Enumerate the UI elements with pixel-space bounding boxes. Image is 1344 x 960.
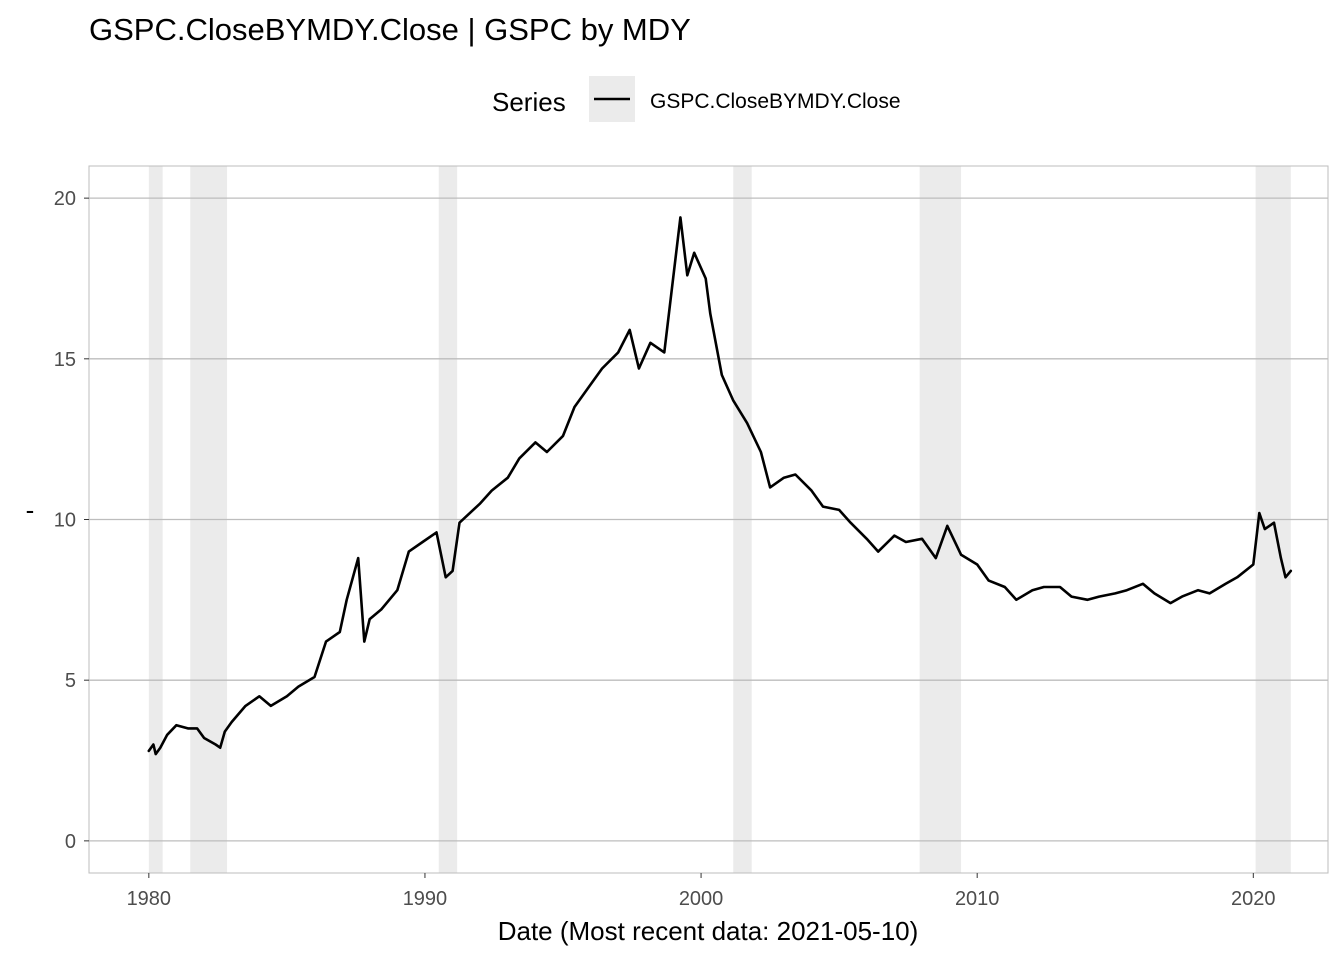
y-tick-label-15: 15 [54,349,76,371]
x-tick-label-2020: 2020 [1231,888,1276,910]
x-tick-label-2000: 2000 [679,888,724,910]
series-layer [147,216,1293,756]
x-axis-title: Date (Most recent data: 2021-05-10) [498,916,919,946]
x-tick-label-1990: 1990 [403,888,448,910]
legend-label: GSPC.CloseBYMDY.Close [650,90,901,113]
x-axis: 1980 1990 2000 2010 2020 [127,873,1276,910]
y-tick-label-5: 5 [65,670,76,692]
legend-title: Series [492,87,566,117]
x-tick-label-1980: 1980 [127,888,172,910]
gridlines [89,197,1328,842]
x-tick-label-2010: 2010 [955,888,1000,910]
chart-title: GSPC.CloseBYMDY.Close | GSPC by MDY [89,12,691,47]
y-tick-label-20: 20 [54,188,76,210]
y-axis: 0 5 10 15 20 [54,188,89,853]
y-tick-label-10: 10 [54,510,76,532]
y-axis-title: - [26,495,35,525]
legend: Series GSPC.CloseBYMDY.Close [492,76,901,122]
y-tick-label-0: 0 [65,831,76,853]
series-line-0 [147,216,1293,756]
